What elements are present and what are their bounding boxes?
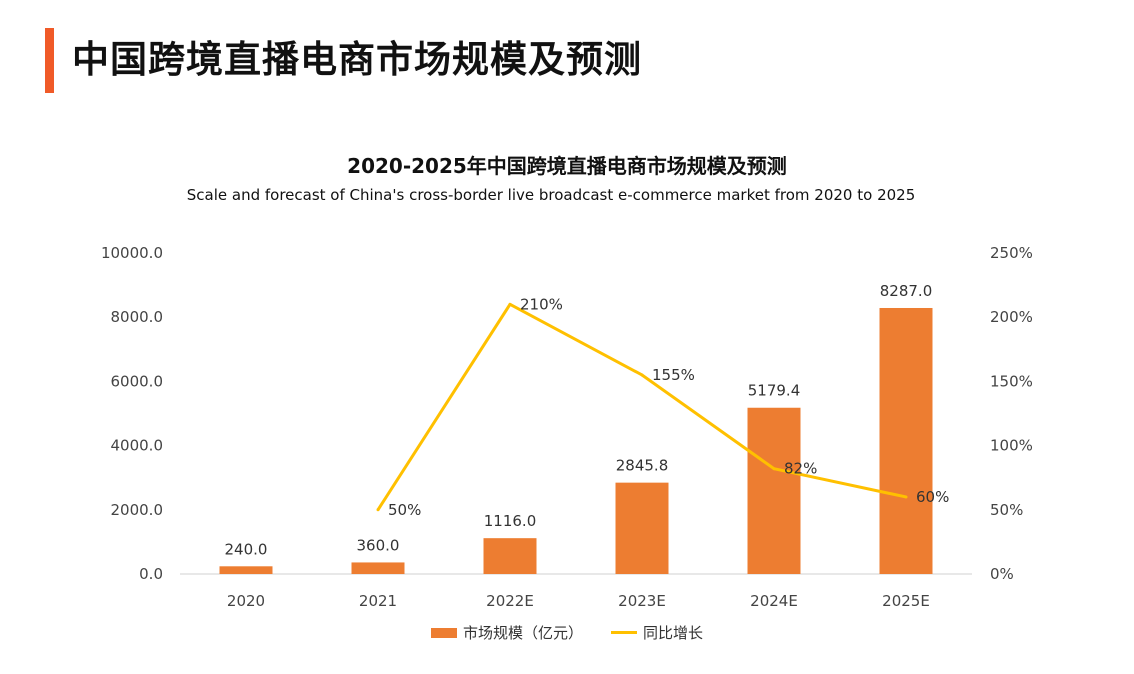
legend-item-market-size: 市场规模（亿元）	[430, 622, 583, 643]
chart-title: 2020-2025年中国跨境直播电商市场规模及预测	[347, 154, 787, 178]
bar-market-size	[615, 482, 669, 574]
x-tick-label: 2024E	[750, 592, 798, 610]
line-yoy-growth	[376, 302, 907, 511]
y-right-tick-label: 200%	[990, 308, 1033, 326]
chart-legend: 市场规模（亿元） 同比增长	[0, 622, 1134, 643]
y-left-tick-label: 4000.0	[111, 437, 164, 455]
y-right-tick-label: 0%	[990, 565, 1014, 583]
bar-value-label: 360.0	[357, 536, 400, 554]
y-left-tick-label: 8000.0	[111, 308, 164, 326]
line-point-yoy-growth	[904, 495, 908, 499]
x-tick-label: 2020	[227, 592, 265, 610]
legend-label-market-size: 市场规模（亿元）	[462, 624, 583, 642]
legend-bar-swatch	[430, 627, 457, 638]
line-value-label: 210%	[520, 295, 563, 313]
bar-market-size	[879, 307, 933, 574]
bar-market-size	[747, 407, 801, 574]
line-value-label: 50%	[388, 501, 421, 519]
line-point-yoy-growth	[508, 302, 512, 306]
bar-value-label: 1116.0	[484, 512, 537, 530]
bar-market-size	[483, 538, 537, 574]
legend-item-yoy-growth: 同比增长	[611, 622, 703, 643]
bar-value-label: 8287.0	[880, 282, 933, 300]
x-tick-label: 2022E	[486, 592, 534, 610]
page-title: 中国跨境直播电商市场规模及预测	[72, 38, 642, 81]
y-right-tick-label: 50%	[990, 501, 1023, 519]
y-right-tick-label: 250%	[990, 244, 1033, 262]
legend-line-swatch	[611, 631, 637, 634]
x-tick-label: 2023E	[618, 592, 666, 610]
y-right-tick-label: 100%	[990, 437, 1033, 455]
y-left-tick-label: 10000.0	[101, 244, 163, 262]
title-accent-bar	[45, 28, 54, 93]
x-tick-label: 2025E	[882, 592, 930, 610]
y-right-tick-label: 150%	[990, 372, 1033, 390]
y-left-tick-label: 2000.0	[111, 501, 164, 519]
line-value-label: 60%	[916, 488, 949, 506]
y-left-tick-label: 6000.0	[111, 372, 164, 390]
bar-value-label: 240.0	[225, 540, 268, 558]
y-left-tick-label: 0.0	[139, 565, 163, 583]
bar-market-size	[351, 562, 405, 574]
line-value-label: 155%	[652, 366, 695, 384]
line-point-yoy-growth	[772, 467, 776, 471]
line-point-yoy-growth	[640, 373, 644, 377]
bar-value-label: 2845.8	[616, 457, 669, 475]
chart-subtitle: Scale and forecast of China's cross-bord…	[186, 186, 916, 204]
bar-value-label: 5179.4	[748, 382, 801, 400]
x-tick-label: 2021	[359, 592, 397, 610]
bar-market-size	[219, 566, 273, 574]
line-point-yoy-growth	[376, 508, 380, 512]
legend-label-yoy-growth: 同比增长	[643, 624, 704, 642]
line-value-label: 82%	[784, 460, 817, 478]
